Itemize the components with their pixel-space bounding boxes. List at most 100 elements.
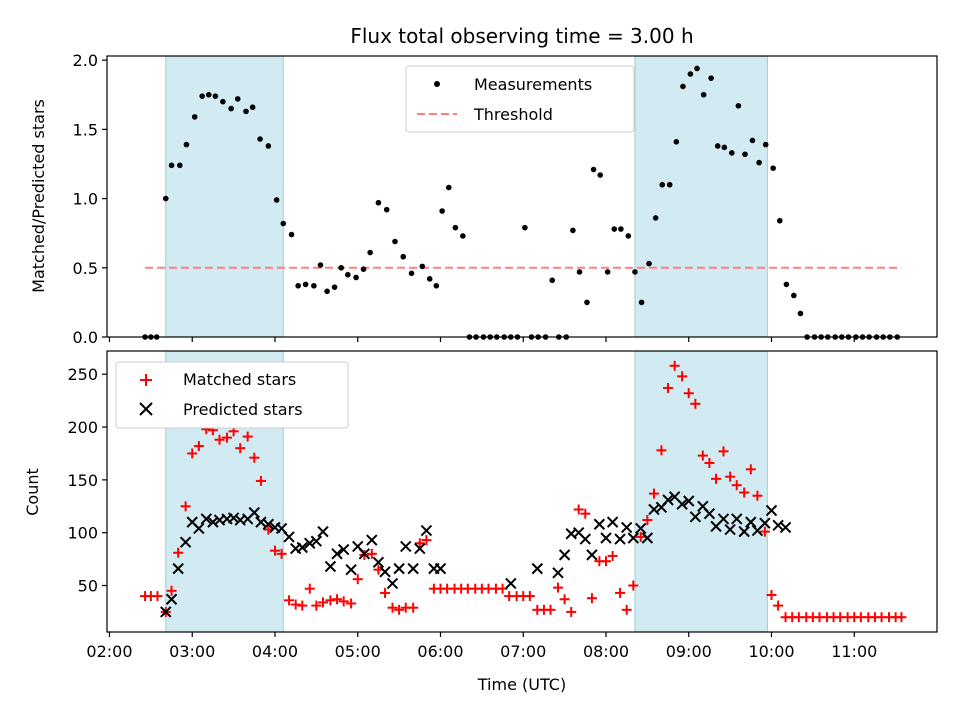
predicted-star-point — [262, 518, 275, 530]
matched-star-point — [352, 574, 363, 585]
measurement-point — [549, 277, 556, 284]
predicted-star-point — [393, 562, 405, 575]
measurement-point — [433, 282, 440, 289]
matched-star-point — [690, 398, 701, 409]
measurement-point — [445, 184, 452, 191]
measurement-point — [604, 269, 611, 275]
matched-stars-points — [140, 360, 907, 623]
measurement-point — [570, 227, 576, 234]
legend-matched-marker — [140, 374, 152, 386]
measurement-point — [345, 271, 351, 278]
predicted-star-point — [200, 513, 213, 525]
predicted-star-point — [172, 562, 184, 575]
shaded-interval-2 — [634, 55, 768, 338]
measurement-point — [295, 282, 301, 289]
predicted-star-point — [586, 549, 598, 561]
measurement-point — [721, 144, 728, 151]
measurement-point — [183, 141, 190, 148]
predicted-star-point — [310, 535, 323, 547]
matched-star-point — [338, 596, 349, 607]
bottom-legend: Matched stars Predicted stars — [115, 361, 349, 429]
matched-star-point — [697, 450, 708, 461]
measurement-point — [426, 276, 433, 282]
bottom-y-ticks: 50 100 150 200 250 — [67, 365, 107, 596]
top-legend-box — [405, 65, 635, 133]
matched-star-point — [180, 501, 191, 512]
predicted-star-point — [717, 513, 730, 525]
predicted-stars-points — [160, 491, 792, 618]
y-tick-label: 150 — [67, 471, 98, 490]
predicted-star-point — [662, 494, 674, 506]
predicted-star-point — [317, 525, 329, 538]
predicted-star-point — [745, 516, 757, 528]
measurement-point — [597, 172, 604, 178]
measurement-point — [584, 299, 590, 306]
measurement-point — [400, 253, 407, 260]
matched-star-point — [573, 504, 584, 515]
matched-star-point — [773, 600, 784, 611]
measurement-point — [220, 98, 226, 105]
predicted-star-point — [160, 606, 172, 618]
measurement-point — [632, 269, 638, 275]
matched-star-point — [394, 604, 405, 615]
x-tick-label: 04:00 — [252, 642, 298, 661]
measurement-point — [770, 165, 776, 171]
measurement-point — [700, 91, 707, 98]
matched-star-point — [663, 382, 674, 393]
y-tick-label: 0.5 — [73, 259, 98, 278]
predicted-star-point — [724, 523, 736, 536]
measurement-point — [638, 299, 645, 306]
predicted-star-point — [414, 542, 426, 555]
matched-star-point — [332, 594, 343, 605]
x-tick-label: 06:00 — [417, 642, 463, 661]
measurement-point — [228, 105, 234, 112]
predicted-star-point — [386, 577, 399, 590]
x-tick-label: 07:00 — [500, 642, 546, 661]
predicted-star-point — [738, 525, 750, 538]
predicted-star-point — [283, 531, 295, 543]
measurement-point — [687, 71, 694, 77]
matched-star-point — [648, 488, 659, 499]
predicted-star-point — [614, 533, 626, 545]
x-tick-label: 02:00 — [86, 642, 132, 661]
matched-star-point — [718, 446, 729, 457]
matched-star-point — [387, 602, 398, 613]
measurement-point — [367, 249, 373, 256]
top-legend: Measurements Threshold — [405, 65, 635, 133]
matched-star-point — [242, 431, 253, 442]
measurement-point — [168, 162, 175, 169]
measurement-point — [280, 220, 287, 227]
matched-star-point — [752, 490, 763, 501]
top-panel: 0.00.51.01.52.0 Matched/Predicted stars … — [29, 51, 938, 347]
measurement-point — [762, 141, 769, 148]
matched-star-point — [656, 445, 667, 456]
matched-star-point — [304, 583, 315, 594]
y-tick-label: 0.0 — [73, 328, 98, 347]
y-tick-label: 50 — [78, 577, 98, 596]
top-plot-frame — [106, 55, 938, 338]
predicted-star-point — [552, 567, 564, 579]
matched-star-point — [635, 531, 646, 542]
x-tick-label: 05:00 — [335, 642, 381, 661]
predicted-star-point — [558, 549, 571, 561]
top-x-ticks — [108, 337, 855, 342]
matched-star-point — [524, 591, 535, 602]
measurement-point — [177, 162, 183, 169]
top-y-ticks: 0.0 0.5 1.0 1.5 2.0 — [73, 51, 107, 347]
matched-star-point — [628, 580, 639, 591]
measurement-point — [353, 274, 359, 281]
predicted-star-point — [345, 563, 357, 576]
bottom-legend-box — [115, 361, 349, 429]
measurement-point — [360, 266, 367, 272]
predicted-star-point — [227, 512, 240, 524]
predicted-star-point — [400, 540, 412, 553]
measurement-point — [797, 310, 804, 317]
predicted-star-point — [676, 498, 688, 510]
measurement-point — [694, 65, 700, 72]
measurement-point — [205, 91, 212, 98]
y-tick-label: 250 — [67, 365, 98, 384]
matched-star-point — [669, 360, 680, 371]
measurement-point — [419, 263, 426, 270]
matched-star-point — [255, 475, 266, 486]
top-y-axis-label: Matched/Predicted stars — [29, 99, 48, 293]
